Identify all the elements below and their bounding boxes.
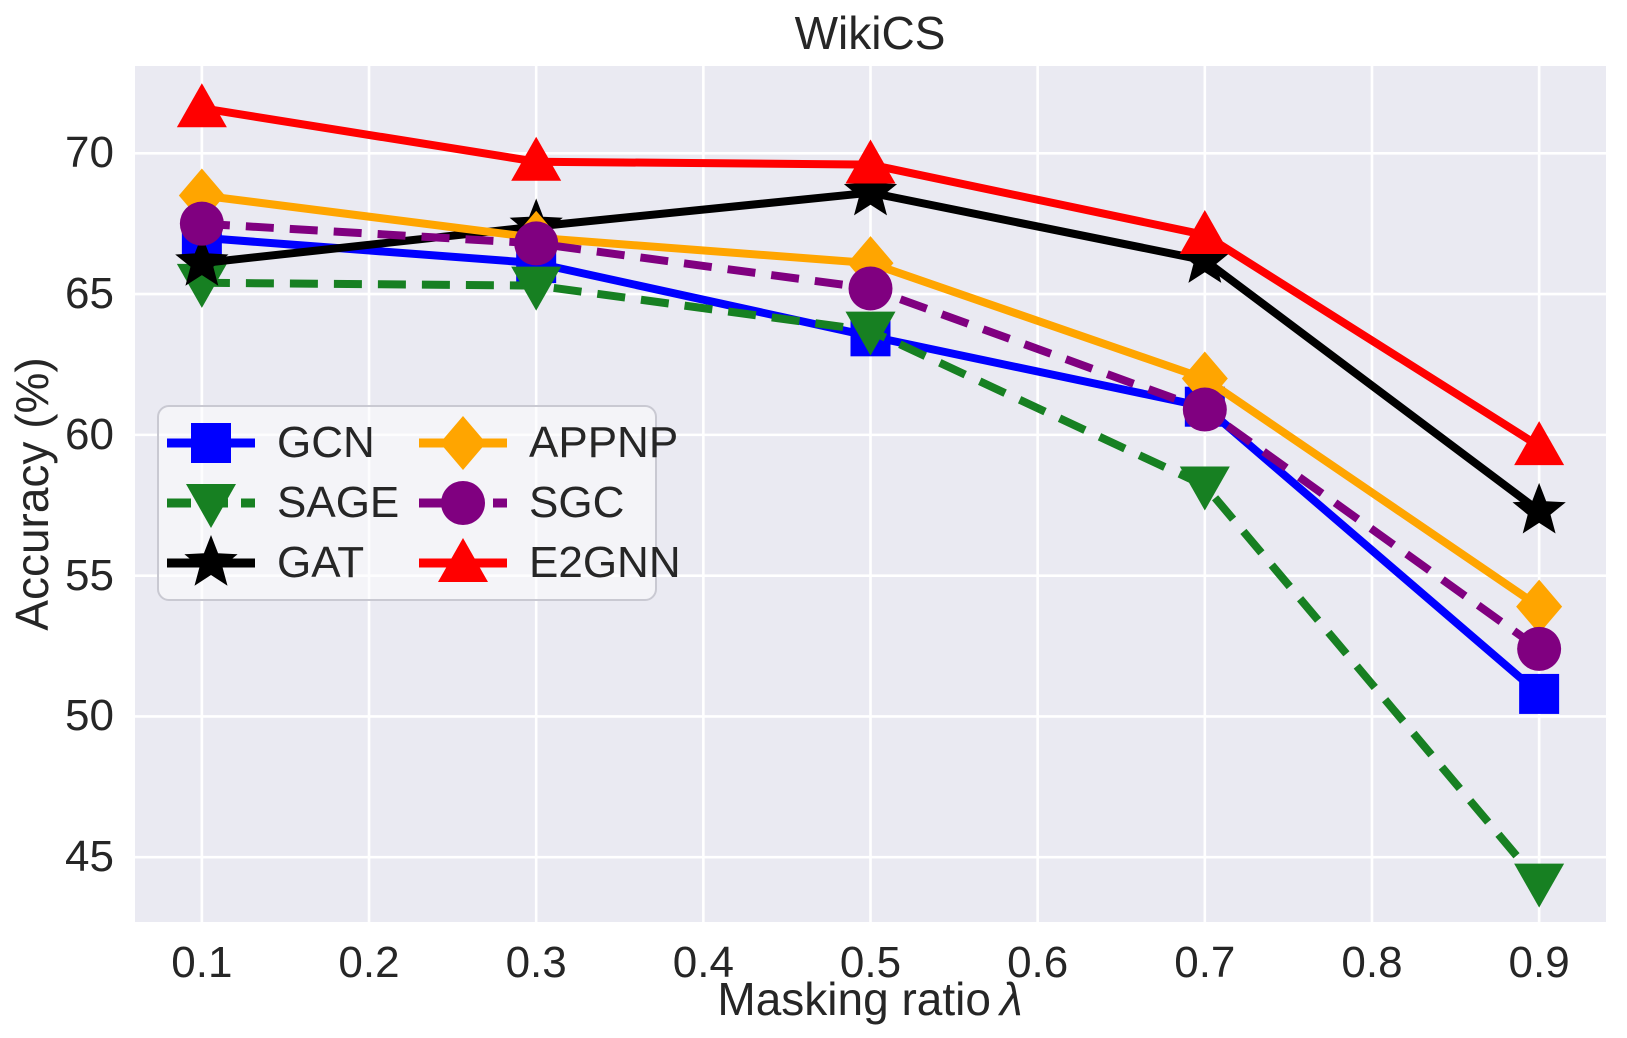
x-tick-label: 0.8 [1341, 938, 1403, 987]
series-e2gnn [176, 83, 1565, 466]
data-point-marker-gat [1178, 232, 1232, 283]
chart-title: WikiCS [794, 7, 946, 59]
data-point-marker-gat [175, 235, 229, 286]
data-point-marker-sgc [1517, 626, 1562, 671]
legend-marker-shape [184, 535, 238, 586]
legend-item-gat: GAT [165, 535, 417, 591]
x-tick-label: 0.6 [1007, 938, 1069, 987]
series-sgc [179, 201, 1562, 671]
x-axis-label-text: Masking ratio [717, 973, 991, 1025]
data-point-marker-e2gnn [511, 136, 562, 181]
y-tick-label: 65 [65, 269, 114, 319]
data-point-marker-gcn [1519, 673, 1560, 714]
legend-label: GCN [277, 418, 375, 467]
data-point-marker-e2gnn [1514, 421, 1565, 466]
x-tick-label: 0.2 [338, 938, 400, 987]
data-point-marker-sgc [179, 201, 224, 246]
y-tick-label: 45 [65, 832, 114, 882]
x-tick-label: 0.9 [1508, 938, 1570, 987]
legend-marker-triangle_up-icon [419, 538, 507, 582]
legend-label: SAGE [277, 478, 400, 527]
legend-item-e2gnn: E2GNN [417, 535, 681, 591]
legend-item-sage: SAGE [165, 475, 417, 531]
x-tick-label: 0.5 [839, 938, 902, 987]
data-point-marker-gat [843, 164, 898, 216]
legend-label: SGC [529, 478, 625, 527]
legend-label: APPNP [529, 418, 679, 467]
data-point-marker-sgc [848, 266, 893, 311]
data-point-marker-e2gnn [1179, 209, 1230, 254]
legend-marker-shape [440, 416, 486, 470]
data-point-marker-appnp [1516, 579, 1563, 634]
data-point-marker-sage [845, 311, 896, 356]
data-point-marker-e2gnn [845, 139, 896, 184]
x-tick-label: 0.4 [672, 938, 734, 987]
legend-marker-shape [186, 484, 236, 528]
x-axis-label-symbol: λ [999, 973, 1023, 1025]
data-point-marker-sage [1514, 863, 1565, 908]
legend-label: E2GNN [529, 538, 681, 587]
x-tick-label: 0.7 [1174, 938, 1236, 987]
data-point-marker-sgc [514, 221, 559, 266]
y-tick-label: 60 [65, 409, 114, 459]
legend-marker-triangle_down-icon [167, 484, 255, 528]
data-point-marker-e2gnn [176, 83, 227, 128]
legend-item-sgc: SGC [417, 475, 681, 531]
y-tick-label: 50 [65, 691, 114, 741]
y-tick-label: 55 [65, 550, 114, 600]
series-sage [176, 263, 1565, 908]
y-tick-label: 70 [65, 128, 114, 178]
data-point-marker-gat [1512, 482, 1566, 534]
legend-item-gcn: GCN [165, 415, 417, 471]
data-point-marker-sage [511, 266, 562, 311]
legend-marker-shape [438, 538, 488, 582]
legend-marker-diamond-icon [419, 416, 507, 470]
legend-label: GAT [277, 538, 365, 587]
legend-item-appnp: APPNP [417, 415, 681, 471]
x-tick-label: 0.3 [505, 938, 567, 987]
data-point-marker-sgc [1182, 387, 1227, 432]
data-point-marker-sage [1179, 466, 1230, 511]
x-axis-label: Masking ratio λ [717, 972, 1022, 1026]
legend-marker-shape [191, 423, 231, 463]
legend-marker-circle-icon [419, 481, 507, 525]
legend-marker-shape [441, 481, 485, 525]
legend-marker-star-icon [167, 535, 255, 586]
legend-marker-square-icon [167, 423, 255, 463]
x-tick-label: 0.1 [171, 938, 233, 987]
legend: GCN SAGE GAT APPNP SGC E2GNN [157, 405, 681, 601]
